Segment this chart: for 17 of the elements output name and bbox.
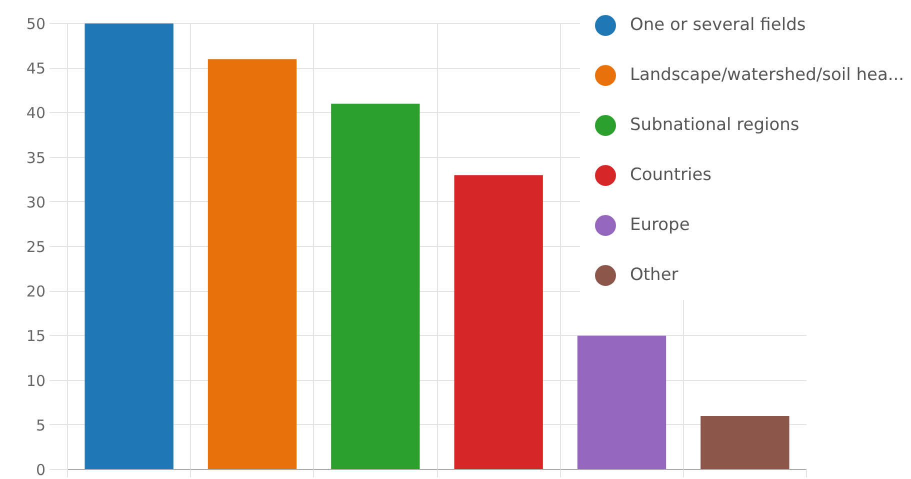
legend-label: Countries: [630, 165, 712, 185]
y-tick-label: 25: [26, 238, 46, 256]
legend-label: Europe: [630, 215, 690, 235]
y-tick-label: 35: [26, 148, 46, 167]
legend-label: Landscape/watershed/soil hea...: [630, 65, 904, 85]
y-tick-label: 10: [26, 372, 46, 390]
y-tick-label: 15: [26, 327, 46, 346]
y-tick-label: 5: [36, 416, 46, 434]
y-tick-label: 20: [26, 282, 46, 301]
legend-label: One or several fields: [630, 15, 806, 35]
y-tick-label: 30: [26, 193, 46, 212]
y-tick-label: 0: [36, 461, 46, 479]
legend-label: Subnational regions: [630, 115, 800, 135]
legend-label: Other: [630, 265, 678, 285]
y-tick-label: 40: [26, 104, 46, 122]
y-tick-label: 50: [26, 15, 46, 33]
y-tick-label: 45: [26, 60, 46, 78]
